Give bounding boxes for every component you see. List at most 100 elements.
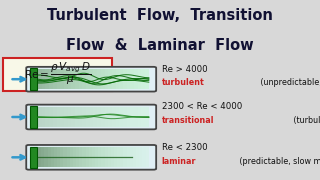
Bar [141,69,145,89]
Bar [127,147,130,167]
Bar [108,107,112,127]
Bar [42,107,45,127]
Bar [93,107,97,127]
Bar [138,69,141,89]
Text: Re > 4000: Re > 4000 [162,65,207,74]
Bar [116,69,119,89]
Bar [67,147,70,167]
Bar [49,107,53,127]
Bar [139,147,142,167]
Bar [136,147,139,167]
FancyBboxPatch shape [26,145,156,170]
Bar [44,147,48,167]
Bar [145,69,149,89]
Bar [105,107,108,127]
Bar [120,147,124,167]
Bar [101,69,105,89]
Text: laminar: laminar [162,157,196,166]
Bar [48,147,51,167]
Text: Turbulent  Flow,  Transition: Turbulent Flow, Transition [47,8,273,23]
Bar [112,69,116,89]
Bar [85,147,89,167]
Bar [93,69,97,89]
Bar [54,147,57,167]
Bar [112,107,116,127]
FancyBboxPatch shape [26,67,156,92]
Bar [71,69,75,89]
Bar [86,69,90,89]
Bar [119,69,123,89]
Bar [130,147,133,167]
Bar [90,107,93,127]
Bar [92,147,95,167]
Bar [38,107,42,127]
Bar [134,107,138,127]
Text: (unpredictable, rapid mixing): (unpredictable, rapid mixing) [259,78,320,87]
Bar [82,69,86,89]
Text: 2300 < Re < 4000: 2300 < Re < 4000 [162,102,242,111]
Bar [116,107,119,127]
Bar [145,107,149,127]
Bar [124,147,127,167]
Bar [79,107,82,127]
Bar [130,69,134,89]
Bar [111,147,114,167]
Bar [68,107,71,127]
Bar [82,147,85,167]
FancyBboxPatch shape [3,58,112,91]
Bar [97,107,101,127]
Bar [127,107,130,127]
Bar [114,147,117,167]
Bar [89,147,92,167]
Bar [117,147,120,167]
Bar [97,69,101,89]
Bar [49,69,53,89]
Text: $\mathrm{Re} = \dfrac{\rho\,V_{avg}\,D}{\mu}$: $\mathrm{Re} = \dfrac{\rho\,V_{avg}\,D}{… [24,60,91,87]
Bar [60,69,64,89]
Bar [38,69,42,89]
Bar [75,69,79,89]
Bar [86,107,90,127]
Text: transitional: transitional [162,116,214,125]
Bar [101,147,105,167]
Bar [51,147,54,167]
Bar [82,107,86,127]
Bar [108,147,111,167]
Bar [57,69,60,89]
Bar [30,147,37,168]
Text: (turbulent outbursts): (turbulent outbursts) [291,116,320,125]
Bar [30,69,37,90]
Bar [141,107,145,127]
Bar [76,147,79,167]
Bar [53,107,57,127]
Bar [142,147,146,167]
Bar [68,69,71,89]
Bar [30,106,37,128]
Bar [108,69,112,89]
Bar [130,107,134,127]
Bar [45,107,49,127]
Bar [105,69,108,89]
Bar [45,69,49,89]
Bar [98,147,101,167]
Bar [101,107,105,127]
Bar [64,107,68,127]
Bar [123,107,127,127]
Bar [79,69,82,89]
FancyBboxPatch shape [26,105,156,129]
Bar [38,147,41,167]
Bar [75,107,79,127]
Text: (predictable, slow mixing): (predictable, slow mixing) [237,157,320,166]
Bar [138,107,141,127]
Bar [57,107,60,127]
Bar [53,69,57,89]
Bar [95,147,98,167]
Bar [123,69,127,89]
Bar [127,69,130,89]
Bar [57,147,60,167]
Bar [133,147,136,167]
Bar [70,147,73,167]
Bar [60,107,64,127]
Text: Re < 2300: Re < 2300 [162,143,207,152]
Bar [63,147,67,167]
